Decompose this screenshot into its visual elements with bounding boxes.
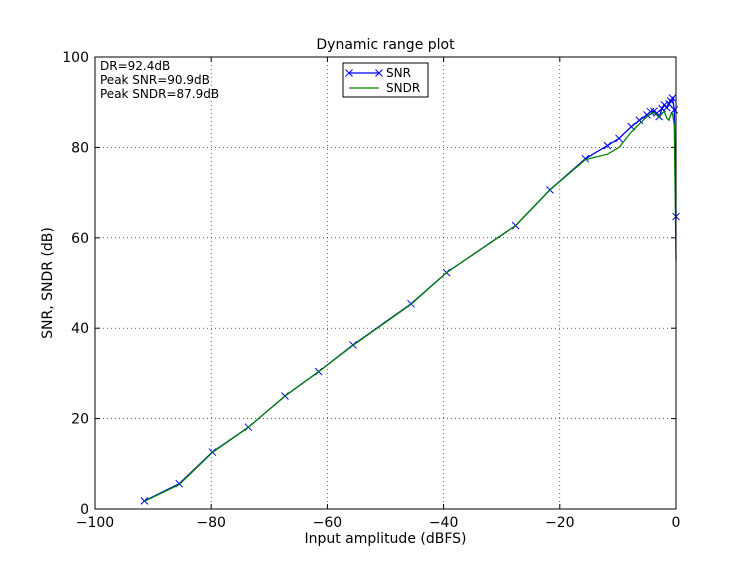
x-tick-label: −80 [196,515,226,531]
x-tick-label: −100 [76,515,114,531]
data-point-snr [668,94,677,102]
data-point-snr [662,103,671,112]
legend-label-snr: SNR [386,66,411,80]
annotation-peak-snr: Peak SNR=90.9dB [100,73,210,87]
x-tick-label: 0 [672,515,681,531]
y-tick-label: 20 [71,412,89,428]
data-point-snr [603,141,612,150]
annotation-peak-sndr: Peak SNDR=87.9dB [100,87,219,101]
y-tick-label: 100 [62,50,89,66]
data-point-snr [658,104,666,113]
data-point-snr [652,109,661,117]
x-tick-label: −40 [429,515,459,531]
y-tick-label: 40 [71,321,89,337]
legend: SNR SNDR [342,62,429,98]
legend-box [342,62,429,98]
series-layer [140,94,680,505]
axis-ticks: −100 −80 −60 −40 −20 0 0 20 40 60 80 100 [62,50,680,531]
series-line-snr [144,96,677,502]
series-line-sndr [144,110,677,502]
data-point-snr [646,107,655,116]
data-point-snr [635,116,644,125]
grid [95,57,676,509]
data-point-snr [670,106,679,114]
x-tick-label: −60 [313,515,343,531]
legend-marker-snr [345,69,383,77]
annotation-dr: DR=92.4dB [100,59,170,73]
data-point-snr [615,134,623,143]
y-tick-label: 60 [71,231,89,247]
x-axis-label: Input amplitude (dBFS) [304,531,466,547]
plot-area-frame [94,56,677,510]
legend-label-sndr: SNDR [386,81,420,95]
y-axis-label: SNR, SNDR (dB) [40,227,56,339]
chart-title: Dynamic range plot [316,37,455,53]
y-tick-label: 80 [71,140,89,156]
y-tick-label: 0 [80,502,89,518]
x-tick-label: −20 [545,515,575,531]
